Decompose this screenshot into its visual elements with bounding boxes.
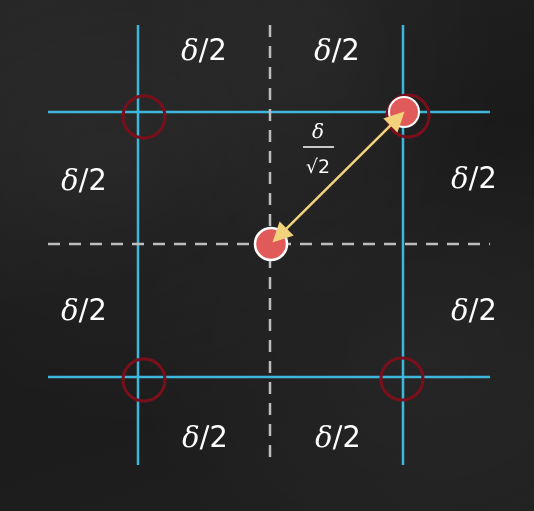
half-delta-symbol: δ [451, 161, 468, 195]
label-right-upper: δ/2 [451, 161, 497, 195]
label-top-right: δ/2 [314, 33, 360, 67]
half-delta-rest: /2 [333, 420, 361, 454]
label-top-left: δ/2 [181, 33, 227, 67]
ring-bottom-left [121, 357, 167, 403]
label-bottom-left: δ/2 [182, 420, 228, 454]
half-delta-symbol: δ [451, 293, 468, 327]
half-delta-symbol: δ [181, 33, 198, 67]
half-delta-rest: /2 [200, 420, 228, 454]
diag-label-radical: √2 [306, 156, 330, 178]
half-delta-symbol: δ [61, 163, 78, 197]
half-delta-rest: /2 [79, 293, 107, 327]
half-delta-rest: /2 [469, 161, 497, 195]
half-delta-rest: /2 [79, 163, 107, 197]
half-delta-symbol: δ [315, 420, 332, 454]
half-delta-rest: /2 [469, 293, 497, 327]
half-delta-symbol: δ [314, 33, 331, 67]
diagonal-arrow [272, 111, 405, 243]
ring-bottom-right [379, 356, 425, 402]
label-bottom-right: δ/2 [315, 420, 361, 454]
label-left-upper: δ/2 [61, 163, 107, 197]
label-right-lower: δ/2 [451, 293, 497, 327]
half-delta-symbol: δ [61, 293, 78, 327]
half-delta-symbol: δ [182, 420, 199, 454]
half-delta-rest: /2 [199, 33, 227, 67]
half-delta-rest: /2 [332, 33, 360, 67]
label-left-lower: δ/2 [61, 293, 107, 327]
diag-label-numerator: δ [312, 119, 324, 143]
ring-top-left [121, 94, 167, 140]
